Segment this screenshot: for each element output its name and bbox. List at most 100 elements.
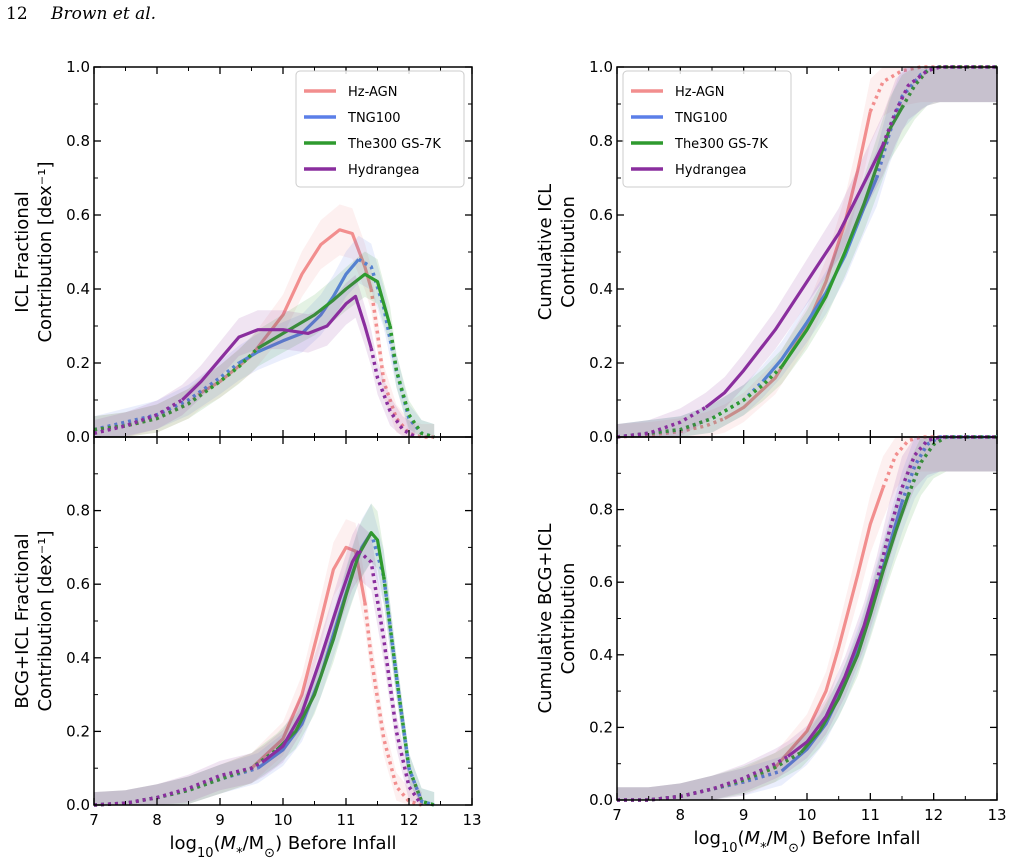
x-axis-title-part: M — [745, 828, 761, 849]
x-axis-title-part: * — [236, 846, 243, 859]
x-tick-label: 7 — [89, 811, 99, 829]
series-line-the300-gs-7k — [275, 531, 386, 751]
legend-label-hydrangea: Hydrangea — [675, 163, 747, 178]
x-tick-label: 8 — [152, 811, 162, 829]
band-the300-gs-7k — [94, 503, 435, 805]
y-axis-title: BCG+ICL Fractional Contribution [dex⁻¹] — [12, 530, 56, 711]
series-dotted-end-the300-gs-7k — [382, 576, 435, 807]
y-tick-label: 0.8 — [589, 501, 613, 519]
y-tick-label: 0.0 — [66, 428, 90, 446]
band-hydrangea — [617, 437, 997, 800]
y-tick-label: 0.8 — [589, 132, 613, 150]
x-axis-title-part: 10 — [197, 846, 214, 859]
x-axis-title-part: ⊙ — [788, 841, 799, 856]
x-tick-label: 10 — [273, 811, 292, 829]
series-dotted-end-the300-gs-7k — [388, 325, 435, 439]
panel-bcg-icl-fractional: 0.0 0.2 0.4 0.6 0.8 7 8 9 10 11 12 13 BCG+ICL Fracti… — [12, 436, 482, 859]
y-tick-label: 0.4 — [66, 649, 90, 667]
series-dotted-end-tng100 — [900, 435, 997, 503]
page-number: 12 — [6, 4, 28, 24]
band-hydrangea — [94, 523, 422, 805]
legend-label-tng100: TNG100 — [674, 111, 728, 126]
x-tick-label: 9 — [739, 806, 749, 824]
series-line-hydrangea — [787, 581, 879, 758]
x-axis-title-part: /M — [243, 833, 265, 854]
series-line-hydrangea — [181, 294, 373, 402]
series-line-the300-gs-7k — [799, 494, 910, 754]
series-dotted-end-hydrangea — [357, 549, 424, 806]
series-line-hydrangea — [263, 550, 360, 763]
x-tick-label: 13 — [462, 811, 481, 829]
series-dotted-end-hydrangea — [369, 347, 417, 439]
y-axis-title-line: Contribution [dex⁻¹] — [35, 161, 56, 342]
y-tick-label: 0.6 — [66, 206, 90, 224]
x-axis-title-part: ) Before Infall — [799, 828, 920, 849]
legend-box — [295, 70, 465, 188]
band-tng100 — [617, 437, 997, 800]
y-tick-label: 0.2 — [66, 354, 90, 372]
band-hz-agn — [94, 204, 435, 437]
panel-icl-fractional: 0.0 0.2 0.4 0.6 0.8 1.0 ICL Fractional Contribu… — [12, 58, 473, 446]
legend-label-the300-gs-7k: The300 GS-7K — [674, 137, 768, 152]
x-axis-title-part: log — [694, 828, 721, 849]
legend-label-hz-agn: Hz-AGN — [675, 85, 724, 100]
legend-label-the300-gs-7k: The300 GS-7K — [347, 137, 441, 152]
y-axis-title-line: Contribution — [558, 563, 579, 675]
y-axis-title: ICL Fractional Contribution [dex⁻¹] — [12, 161, 56, 342]
series-dotted-start-the300-gs-7k — [617, 751, 802, 802]
x-tick-label: 11 — [336, 811, 355, 829]
series-dotted-end-hydrangea — [881, 65, 997, 146]
x-axis-title-part: /M — [767, 828, 789, 849]
series-line-the300-gs-7k — [256, 272, 392, 350]
x-tick-label: 7 — [612, 806, 622, 824]
x-axis-title: log10(M*/M⊙) Before Infall — [694, 828, 921, 856]
y-axis-title-line: Cumulative ICL — [535, 184, 556, 320]
y-tick-label: 1.0 — [66, 58, 90, 76]
y-axis-title-line: Cumulative BCG+ICL — [535, 524, 556, 714]
series-dotted-start-the300-gs-7k — [93, 346, 260, 432]
x-axis-title-part: M — [221, 833, 237, 854]
y-tick-label: 0.6 — [589, 573, 613, 591]
y-tick-label: 0.8 — [66, 502, 90, 520]
y-tick-label: 0.0 — [589, 428, 613, 446]
y-tick-label: 0.2 — [66, 722, 90, 740]
x-axis-title-part: ( — [214, 833, 221, 854]
y-axis-title-line: BCG+ICL Fractional — [12, 533, 33, 708]
y-axis-title-line: Contribution — [558, 196, 579, 308]
series-dotted-start-tng100 — [93, 361, 240, 432]
x-axis-title-part: ) Before Infall — [275, 833, 396, 854]
y-tick-label: 0.6 — [589, 206, 613, 224]
y-tick-label: 0.4 — [66, 280, 90, 298]
y-tick-label: 0.0 — [66, 796, 90, 814]
series-line-hz-agn — [723, 111, 872, 420]
y-axis-title: Cumulative BCG+ICL Contribution — [535, 524, 579, 714]
y-axis-title-line: Contribution [dex⁻¹] — [35, 530, 56, 711]
x-axis-title-part: ⊙ — [264, 846, 275, 859]
legend-label-hz-agn: Hz-AGN — [348, 85, 397, 100]
x-tick-label: 10 — [797, 806, 816, 824]
series-dotted-start-hydrangea — [93, 398, 184, 436]
series-line-hz-agn — [774, 487, 885, 769]
x-axis-title-part: ( — [738, 828, 745, 849]
series-dotted-end-hz-agn — [369, 288, 435, 439]
y-tick-label: 0.6 — [66, 575, 90, 593]
panel-cumulative-icl: 0.0 0.2 0.4 0.6 0.8 1.0 Cumulative ICL Contribu… — [535, 58, 998, 446]
series-line-hz-agn — [200, 228, 373, 394]
series-line-tng100 — [238, 258, 360, 365]
x-tick-label: 12 — [924, 806, 943, 824]
x-axis-title-part: * — [760, 841, 767, 856]
page-header: 12 Brown et al. — [6, 4, 156, 24]
x-tick-label: 13 — [987, 806, 1006, 824]
series-dotted-end-hz-agn — [363, 602, 423, 807]
y-axis-title-line: ICL Fractional — [12, 191, 33, 313]
legend-label-tng100: TNG100 — [347, 111, 401, 126]
band-hz-agn — [94, 519, 422, 805]
y-tick-label: 0.4 — [589, 646, 613, 664]
x-tick-label: 12 — [399, 811, 418, 829]
page-authors: Brown et al. — [51, 4, 157, 24]
legend-box — [622, 70, 792, 188]
x-axis-title-part: log — [170, 833, 197, 854]
legend: Hz-AGN TNG100 The300 GS-7K Hydrangea — [622, 70, 792, 188]
y-tick-label: 0.8 — [66, 132, 90, 150]
